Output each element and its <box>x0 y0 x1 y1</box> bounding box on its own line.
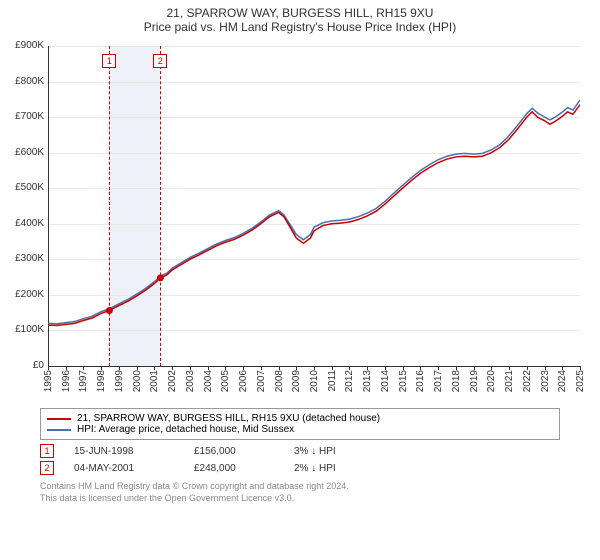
series-line <box>48 100 580 324</box>
x-axis-label: 2008 <box>274 370 285 392</box>
x-axis-label: 2000 <box>132 370 143 392</box>
sale-delta: 2% ↓ HPI <box>294 463 336 474</box>
sale-row: 2 04-MAY-2001 £248,000 2% ↓ HPI <box>40 461 600 475</box>
x-axis-label: 2019 <box>469 370 480 392</box>
plot-area: £0£100K£200K£300K£400K£500K£600K£700K£80… <box>48 46 580 366</box>
footer: Contains HM Land Registry data © Crown c… <box>40 481 600 504</box>
x-axis-label: 2024 <box>557 370 568 392</box>
sale-marker-icon: 2 <box>40 461 54 475</box>
chart-container: 21, SPARROW WAY, BURGESS HILL, RH15 9XU … <box>0 0 600 560</box>
sale-row: 1 15-JUN-1998 £156,000 3% ↓ HPI <box>40 444 600 458</box>
x-axis-label: 1996 <box>61 370 72 392</box>
x-axis-label: 2012 <box>344 370 355 392</box>
sale-price: £156,000 <box>194 446 274 457</box>
footer-line: This data is licensed under the Open Gov… <box>40 493 600 505</box>
legend: 21, SPARROW WAY, BURGESS HILL, RH15 9XU … <box>40 408 560 440</box>
chart-title: 21, SPARROW WAY, BURGESS HILL, RH15 9XU <box>0 6 600 20</box>
x-axis-label: 2017 <box>433 370 444 392</box>
x-axis-label: 2001 <box>149 370 160 392</box>
x-axis-label: 2014 <box>380 370 391 392</box>
x-axis-label: 2011 <box>327 370 338 392</box>
y-axis-label: £900K <box>15 40 44 51</box>
sale-date: 04-MAY-2001 <box>74 463 174 474</box>
y-axis-label: £700K <box>15 111 44 122</box>
x-axis-label: 1999 <box>114 370 125 392</box>
y-axis-label: £100K <box>15 324 44 335</box>
x-axis-label: 1998 <box>96 370 107 392</box>
x-axis-label: 2003 <box>185 370 196 392</box>
x-axis-label: 2007 <box>256 370 267 392</box>
legend-label: 21, SPARROW WAY, BURGESS HILL, RH15 9XU … <box>77 413 380 424</box>
x-axis-label: 2018 <box>451 370 462 392</box>
y-axis-label: £600K <box>15 147 44 158</box>
sale-marker-icon: 1 <box>40 444 54 458</box>
sale-price: £248,000 <box>194 463 274 474</box>
x-tick <box>580 366 581 370</box>
x-axis-label: 2022 <box>522 370 533 392</box>
chart-svg <box>48 46 580 366</box>
x-axis-label: 2015 <box>398 370 409 392</box>
series-line <box>48 105 580 326</box>
x-axis-label: 2013 <box>362 370 373 392</box>
x-axis-label: 2023 <box>540 370 551 392</box>
legend-swatch <box>47 418 71 420</box>
x-axis-label: 2005 <box>220 370 231 392</box>
sale-dot <box>106 307 113 314</box>
legend-swatch <box>47 429 71 431</box>
y-axis-label: £800K <box>15 76 44 87</box>
y-axis-label: £500K <box>15 182 44 193</box>
y-axis-label: £300K <box>15 253 44 264</box>
x-axis-label: 1995 <box>43 370 54 392</box>
x-axis-label: 1997 <box>78 370 89 392</box>
x-axis-label: 2016 <box>415 370 426 392</box>
legend-item: 21, SPARROW WAY, BURGESS HILL, RH15 9XU … <box>47 413 553 424</box>
x-axis-label: 2010 <box>309 370 320 392</box>
footer-line: Contains HM Land Registry data © Crown c… <box>40 481 600 493</box>
x-axis-label: 2004 <box>203 370 214 392</box>
y-axis-label: £200K <box>15 289 44 300</box>
sale-date: 15-JUN-1998 <box>74 446 174 457</box>
x-axis-line <box>48 366 580 367</box>
x-axis-label: 2021 <box>504 370 515 392</box>
chart-subtitle: Price paid vs. HM Land Registry's House … <box>0 20 600 34</box>
sale-dot <box>157 274 164 281</box>
legend-label: HPI: Average price, detached house, Mid … <box>77 424 294 435</box>
x-axis-label: 2025 <box>575 370 586 392</box>
x-axis-label: 2002 <box>167 370 178 392</box>
x-axis-label: 2009 <box>291 370 302 392</box>
sale-delta: 3% ↓ HPI <box>294 446 336 457</box>
x-axis-label: 2020 <box>486 370 497 392</box>
x-axis-label: 2006 <box>238 370 249 392</box>
y-axis-label: £400K <box>15 218 44 229</box>
legend-item: HPI: Average price, detached house, Mid … <box>47 424 553 435</box>
